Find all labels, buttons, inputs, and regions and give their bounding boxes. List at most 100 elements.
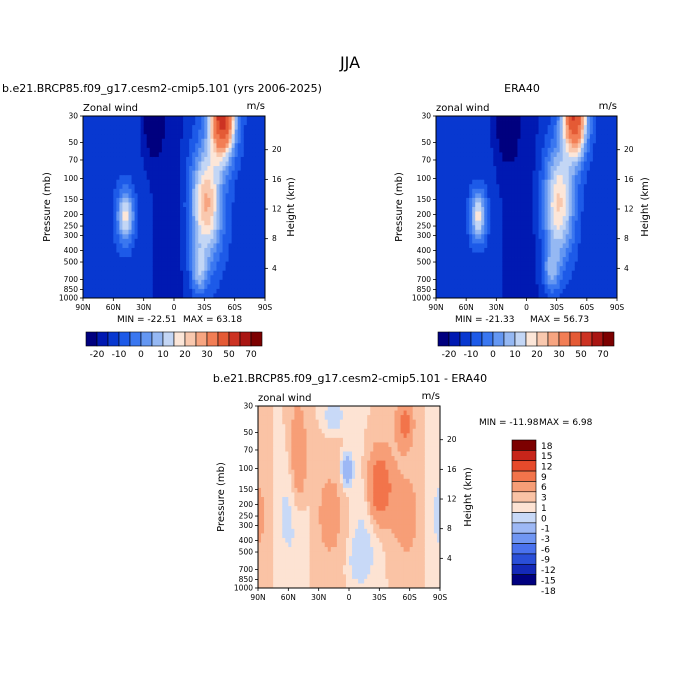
heatmap-cell	[523, 125, 527, 131]
heatmap-cell	[216, 179, 220, 185]
heatmap-cell	[484, 166, 488, 171]
heatmap-cell	[183, 284, 187, 290]
heatmap-cell	[164, 156, 169, 162]
heatmap-cell	[451, 202, 455, 208]
heatmap-cell	[222, 279, 226, 285]
heatmap-cell	[514, 207, 518, 212]
heatmap-cell	[125, 170, 129, 176]
heatmap-cell	[484, 238, 488, 244]
heatmap-cell	[523, 229, 527, 235]
heatmap-cell	[550, 188, 555, 194]
heatmap-cell	[478, 234, 482, 240]
colorbar-label: 20	[179, 350, 191, 360]
heatmap-cell	[607, 211, 612, 217]
heatmap-cell	[598, 225, 603, 231]
heatmap-cell	[496, 170, 500, 176]
heatmap-cell	[243, 270, 248, 276]
heatmap-cell	[246, 156, 251, 162]
heatmap-cell	[255, 184, 260, 190]
heatmap-cell	[583, 211, 588, 217]
heatmap-cell	[589, 216, 594, 222]
heatmap-cell	[83, 156, 87, 162]
heatmap-cell	[496, 166, 500, 171]
heatmap-cell	[92, 211, 96, 217]
heatmap-cell	[502, 125, 506, 131]
heatmap-cell	[113, 225, 117, 231]
heatmap-cell	[234, 275, 239, 281]
heatmap-cell	[526, 170, 530, 176]
heatmap-cell	[234, 197, 239, 203]
heatmap-cell	[481, 220, 485, 226]
heatmap-cell	[213, 275, 217, 281]
heatmap-cell	[107, 257, 111, 262]
heatmap-cell	[104, 116, 108, 121]
heatmap-cell	[613, 211, 618, 217]
heatmap-cell	[143, 270, 148, 276]
heatmap-cell	[508, 270, 512, 276]
heatmap-cell	[610, 229, 615, 235]
heatmap-cell	[213, 247, 217, 253]
heatmap-cell	[538, 202, 542, 208]
heatmap-cell	[478, 261, 482, 267]
heatmap-cell	[460, 152, 464, 158]
heatmap-cell	[544, 175, 549, 181]
heatmap-cell	[167, 220, 172, 226]
heatmap-cell	[460, 261, 464, 267]
heatmap-cell	[119, 243, 123, 249]
heatmap-cell	[499, 184, 503, 190]
heatmap-cell	[161, 134, 166, 140]
heatmap-cell	[237, 193, 242, 199]
heatmap-cell	[514, 293, 518, 299]
heatmap-cell	[442, 279, 446, 285]
heatmap-cell	[562, 275, 567, 281]
heatmap-cell	[149, 243, 154, 249]
heatmap-cell	[574, 243, 579, 249]
heatmap-cell	[240, 257, 245, 262]
heatmap-cell	[83, 179, 87, 185]
heatmap-cell	[261, 270, 266, 276]
heatmap-cell	[101, 243, 105, 249]
heatmap-cell	[222, 166, 226, 171]
heatmap-cell	[565, 225, 570, 231]
heatmap-cell	[457, 175, 461, 181]
heatmap-cell	[490, 152, 494, 158]
heatmap-cell	[601, 202, 606, 208]
heatmap-cell	[436, 284, 440, 290]
heatmap-cell	[541, 288, 545, 294]
heatmap-cell	[592, 247, 597, 253]
heatmap-cell	[553, 288, 558, 294]
heatmap-cell	[550, 152, 555, 158]
heatmap-cell	[258, 216, 263, 222]
colorbar-swatch	[481, 331, 494, 347]
heatmap-cell	[195, 134, 199, 140]
heatmap-cell	[538, 270, 542, 276]
heatmap-cell	[466, 247, 470, 253]
heatmap-cell	[556, 116, 561, 121]
heatmap-cell	[508, 202, 512, 208]
heatmap-cell	[511, 293, 515, 299]
heatmap-cell	[101, 207, 105, 212]
heatmap-cell	[216, 293, 220, 299]
heatmap-cell	[170, 184, 175, 190]
heatmap-cell	[448, 193, 452, 199]
heatmap-cell	[511, 288, 515, 294]
heatmap-cell	[95, 270, 99, 276]
heatmap-cell	[146, 293, 151, 299]
heatmap-cell	[183, 175, 187, 181]
heatmap-cell	[113, 156, 117, 162]
heatmap-cell	[553, 261, 558, 267]
heatmap-cell	[541, 225, 545, 231]
heatmap-cell	[463, 270, 467, 276]
heatmap-cell	[237, 243, 242, 249]
heatmap-cell	[125, 161, 129, 167]
heatmap-cell	[143, 211, 148, 217]
heatmap-cell	[592, 207, 597, 212]
heatmap-cell	[89, 225, 93, 231]
heatmap-cell	[143, 266, 148, 272]
heatmap-cell	[249, 225, 254, 231]
heatmap-cell	[487, 184, 491, 190]
heatmap-cell	[198, 161, 202, 167]
heatmap-cell	[243, 143, 248, 149]
heatmap-cell	[183, 225, 187, 231]
heatmap-cell	[164, 175, 169, 181]
